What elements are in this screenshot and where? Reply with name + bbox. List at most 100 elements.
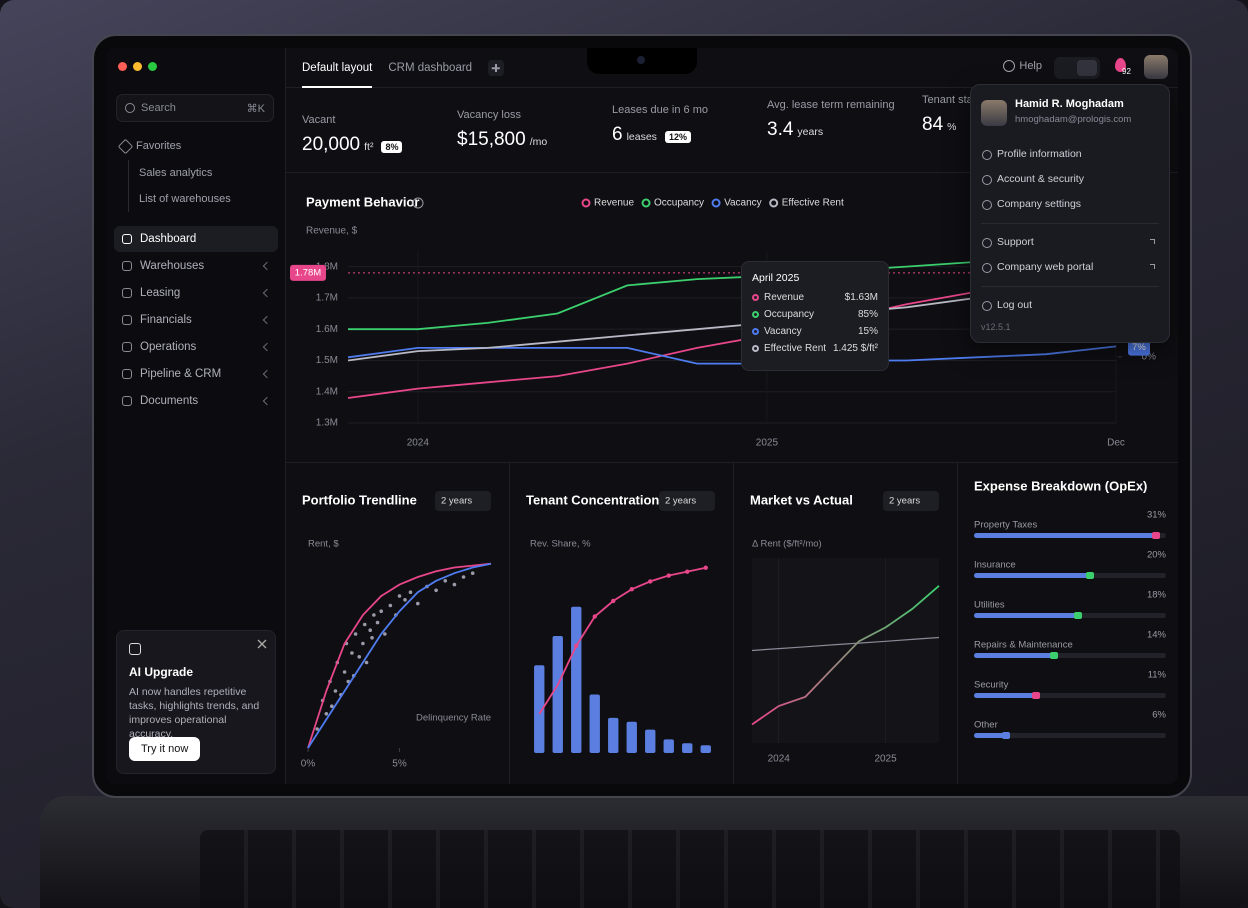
menu-link[interactable]: Company web portal bbox=[981, 255, 1159, 280]
kpi-value-row: $15,800/mo bbox=[457, 129, 596, 151]
value-label: 20% bbox=[1147, 550, 1167, 561]
upgrade-text: AI now handles repetitive tasks, highlig… bbox=[129, 686, 260, 740]
upgrade-title: AI Upgrade bbox=[129, 665, 194, 679]
value-label: 6% bbox=[1152, 710, 1166, 721]
line-point bbox=[629, 587, 634, 592]
tooltip-name: Effective Rent bbox=[764, 343, 827, 354]
chevron bbox=[262, 342, 272, 352]
scatter-point bbox=[361, 641, 365, 646]
scatter-point bbox=[408, 590, 413, 594]
favorite-item[interactable]: Sales analytics bbox=[139, 167, 213, 179]
close-button[interactable] bbox=[257, 639, 267, 649]
bar bbox=[589, 694, 600, 753]
chevron bbox=[262, 396, 272, 406]
nav-item[interactable]: Documents bbox=[114, 388, 278, 414]
kpi-unit: /mo bbox=[529, 136, 548, 148]
tooltip-row: Revenue $1.63M bbox=[752, 292, 878, 309]
logout[interactable]: Log out bbox=[981, 293, 1159, 318]
scatter-point bbox=[452, 582, 457, 587]
nav-item[interactable]: Leasing bbox=[114, 280, 278, 306]
favorite-item[interactable]: List of warehouses bbox=[139, 193, 231, 205]
user-email: hmoghadam@prologis.com bbox=[1015, 114, 1132, 125]
kpi-card: Vacant 20,000 ft² 8% bbox=[286, 88, 441, 172]
scatter-point bbox=[470, 571, 475, 575]
annotation-pill bbox=[1128, 339, 1150, 356]
close-dot[interactable] bbox=[118, 62, 127, 71]
menu-item[interactable]: Profile information bbox=[981, 142, 1159, 167]
separator bbox=[981, 286, 1159, 287]
notifications[interactable]: 92 bbox=[1112, 56, 1134, 78]
kpi-card: Leases due in 6 mo 6 leases 12% bbox=[596, 88, 751, 172]
favorites-heading[interactable]: Favorites bbox=[120, 140, 181, 152]
external-arrow bbox=[1150, 239, 1155, 244]
range-dropdown[interactable] bbox=[435, 491, 491, 511]
range-dropdown[interactable] bbox=[883, 491, 939, 511]
kpi-unit: ft² bbox=[364, 141, 374, 153]
bar bbox=[663, 739, 674, 753]
nav-item[interactable]: Dashboard bbox=[114, 226, 278, 252]
theme-toggle[interactable] bbox=[1054, 57, 1100, 79]
nav-item[interactable]: Financials bbox=[114, 307, 278, 333]
portfolio-chart: Portfolio Trendline 2 years Rent, $ Delinqu… bbox=[301, 463, 510, 784]
zoom-dot[interactable] bbox=[148, 62, 157, 71]
scatter-point bbox=[375, 620, 380, 625]
user-menu: Hamid R. Moghadam hmoghadam@prologis.com… bbox=[970, 84, 1170, 343]
tenant-chart: Tenant Concentration 2 years Rev. Share, % bbox=[526, 463, 734, 784]
external-arrow bbox=[1150, 264, 1155, 269]
kpi-value-row: 84% bbox=[922, 114, 1061, 136]
nav-item[interactable]: Operations bbox=[114, 334, 278, 360]
chart-title: Portfolio Trendline bbox=[302, 492, 417, 507]
kpi-unit: % bbox=[947, 121, 957, 133]
scatter-point bbox=[342, 670, 347, 674]
bottom-panels: Portfolio Trendline 2 years Rent, $ Delinqu… bbox=[286, 463, 1178, 784]
menu-link[interactable]: Support bbox=[981, 230, 1159, 255]
bar bbox=[645, 729, 656, 753]
scatter-point bbox=[388, 603, 393, 608]
bar-accent bbox=[1002, 732, 1010, 739]
main-content: Default layout CRM dashboard Help 92 Vaca… bbox=[286, 48, 1178, 784]
x-tick-label: 2024 bbox=[407, 438, 430, 449]
line-point bbox=[685, 569, 690, 574]
notification-count: 92 bbox=[1122, 67, 1131, 76]
user-avatar[interactable] bbox=[1144, 55, 1168, 79]
bar bbox=[974, 733, 1010, 738]
y-axis-label: Rent, $ bbox=[308, 539, 339, 550]
tooltip-name: Occupancy bbox=[764, 309, 815, 320]
y-axis-label: Revenue, $ bbox=[306, 226, 358, 237]
scatter-point bbox=[383, 632, 387, 636]
try-button[interactable]: Try it now bbox=[129, 737, 201, 761]
light-mode[interactable] bbox=[1057, 60, 1077, 76]
link-label: Support bbox=[997, 236, 1034, 248]
tooltip-name: Revenue bbox=[764, 292, 805, 303]
keyboard bbox=[200, 830, 1180, 908]
scatter-point bbox=[362, 622, 367, 627]
chart-title: Payment Behavior bbox=[306, 194, 419, 209]
kpi-label: Vacancy loss bbox=[457, 109, 521, 121]
menu-item[interactable]: Account & security bbox=[981, 167, 1159, 192]
tab[interactable]: CRM dashboard bbox=[388, 62, 473, 74]
scatter-point bbox=[329, 704, 334, 708]
separator bbox=[981, 223, 1159, 224]
legend-marker bbox=[711, 198, 721, 208]
nav-item[interactable]: Warehouses bbox=[114, 253, 278, 279]
bar bbox=[682, 743, 693, 753]
nav-item[interactable]: Pipeline & CRM bbox=[114, 361, 278, 387]
kpi-value-row: 6 leases 12% bbox=[612, 124, 751, 146]
nav-label: Financials bbox=[140, 314, 192, 326]
chevron bbox=[262, 369, 272, 379]
kpi-value: 3.4 bbox=[767, 119, 794, 140]
line-point bbox=[592, 614, 597, 619]
menu-item[interactable]: Company settings bbox=[981, 192, 1159, 217]
scatter-point bbox=[368, 628, 373, 632]
kpi-value: $15,800 bbox=[457, 129, 526, 150]
search-box[interactable]: Search ⌘K bbox=[116, 94, 274, 122]
range-dropdown[interactable] bbox=[659, 491, 715, 511]
help-link[interactable]: Help bbox=[1003, 60, 1042, 72]
plot-area bbox=[752, 558, 939, 743]
minimize-dot[interactable] bbox=[133, 62, 142, 71]
dark-mode[interactable] bbox=[1077, 60, 1097, 76]
tab[interactable]: Default layout bbox=[302, 48, 373, 88]
add-tab[interactable] bbox=[488, 60, 505, 76]
range-label: 2 years bbox=[665, 496, 696, 507]
value-label: 18% bbox=[1147, 590, 1167, 601]
